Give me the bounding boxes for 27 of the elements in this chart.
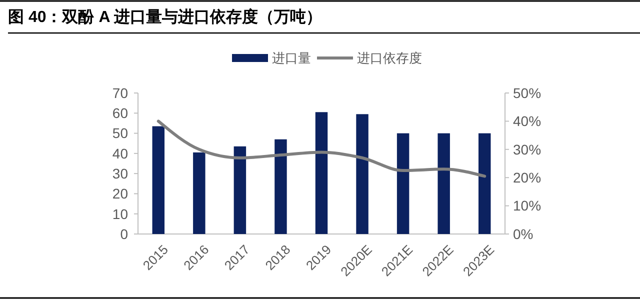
y-tick-label: 20 bbox=[112, 186, 128, 202]
chart-title: 图 40：双酚 A 进口量与进口依存度（万吨） bbox=[8, 7, 322, 26]
y-tick-label: 30 bbox=[112, 165, 128, 182]
y2-tick-label: 20% bbox=[513, 170, 542, 186]
y2-tick-label: 30% bbox=[513, 141, 542, 158]
y-tick-label: 50 bbox=[112, 125, 128, 142]
line-series bbox=[156, 120, 486, 178]
y-tick-label: 10 bbox=[112, 206, 128, 222]
y2-tick-label: 50% bbox=[513, 84, 542, 101]
y2-tick-label: 0% bbox=[513, 226, 534, 242]
legend-label: 进口依存度 bbox=[357, 50, 422, 66]
bar bbox=[356, 114, 368, 234]
bar bbox=[234, 146, 246, 234]
legend-label: 进口量 bbox=[272, 50, 311, 66]
bar bbox=[274, 139, 287, 234]
y-tick-label: 60 bbox=[112, 105, 128, 122]
bar bbox=[396, 133, 410, 234]
bar bbox=[315, 112, 328, 234]
bar bbox=[193, 152, 206, 234]
y2-tick-label: 40% bbox=[513, 113, 542, 130]
y2-tick-label: 10% bbox=[513, 198, 542, 214]
bar bbox=[152, 126, 165, 234]
y-tick-label: 70 bbox=[112, 84, 128, 101]
y-tick-label: 0 bbox=[120, 226, 128, 242]
y-tick-label: 40 bbox=[112, 145, 128, 162]
bar bbox=[478, 133, 491, 234]
bar bbox=[438, 133, 450, 234]
